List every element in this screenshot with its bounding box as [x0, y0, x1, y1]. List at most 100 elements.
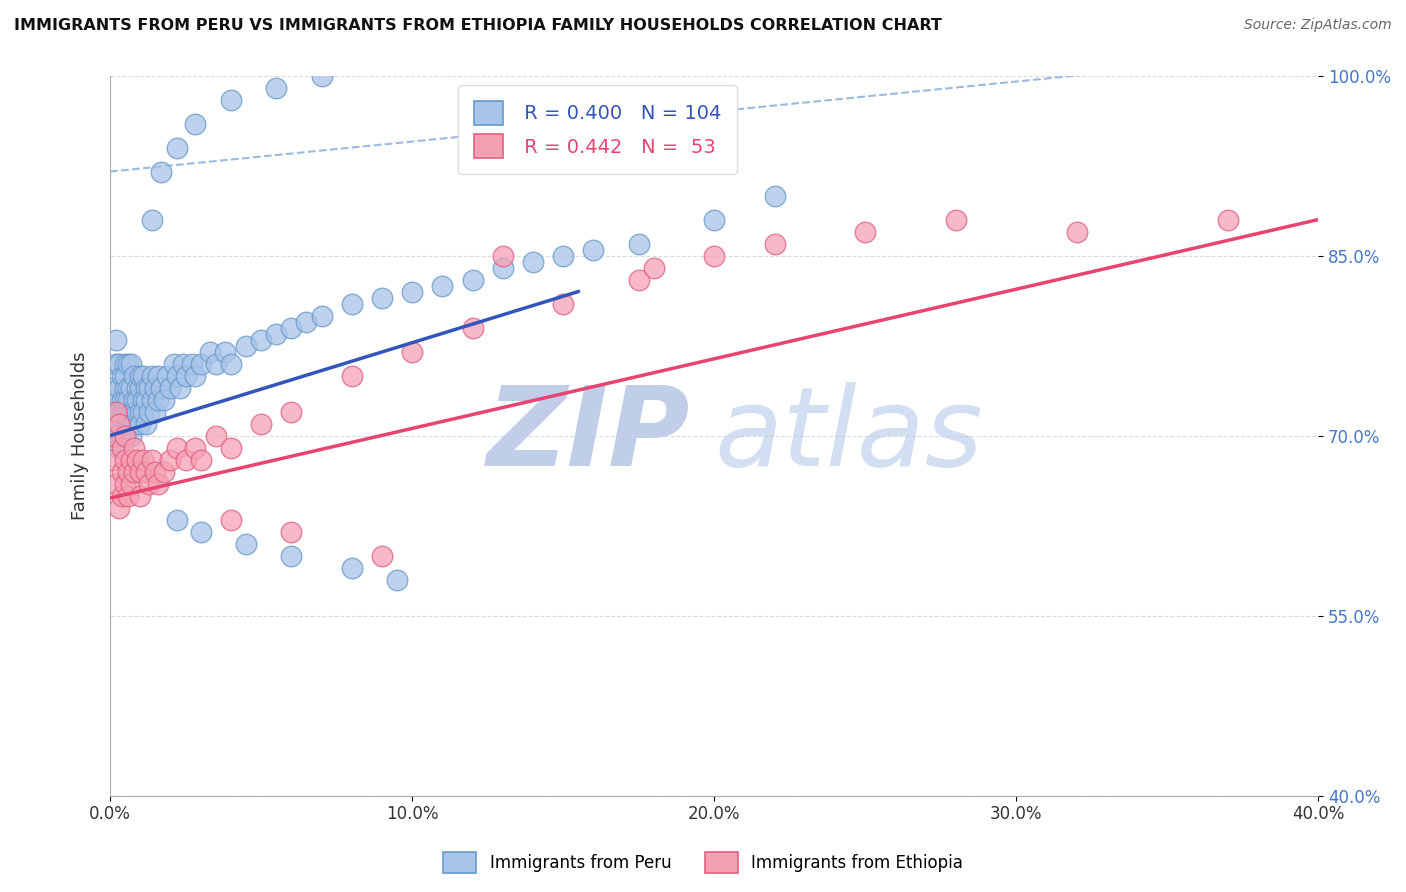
Point	[105, 357, 128, 371]
Point	[108, 417, 131, 431]
Point	[295, 315, 318, 329]
Point	[122, 368, 145, 383]
Point	[180, 357, 202, 371]
Point	[945, 212, 967, 227]
Point	[250, 333, 273, 347]
Point	[111, 489, 134, 503]
Point	[127, 452, 149, 467]
Point	[135, 465, 157, 479]
Point	[132, 452, 155, 467]
Point	[114, 392, 136, 407]
Point	[190, 452, 212, 467]
Point	[204, 428, 226, 442]
Point	[122, 417, 145, 431]
Point	[150, 381, 173, 395]
Point	[219, 441, 242, 455]
Point	[105, 417, 128, 431]
Point	[174, 368, 197, 383]
Point	[141, 368, 163, 383]
Point	[174, 452, 197, 467]
Point	[853, 225, 876, 239]
Point	[105, 476, 128, 491]
Point	[156, 368, 179, 383]
Point	[141, 452, 163, 467]
Point	[166, 140, 188, 154]
Point	[111, 428, 134, 442]
Point	[132, 368, 155, 383]
Point	[763, 236, 786, 251]
Point	[148, 476, 170, 491]
Point	[264, 80, 287, 95]
Point	[461, 320, 484, 334]
Point	[117, 357, 139, 371]
Point	[145, 404, 167, 418]
Point	[627, 236, 650, 251]
Point	[371, 549, 394, 563]
Point	[108, 404, 131, 418]
Point	[340, 296, 363, 310]
Point	[101, 452, 124, 467]
Point	[219, 513, 242, 527]
Point	[159, 381, 181, 395]
Point	[129, 368, 152, 383]
Point	[492, 249, 515, 263]
Point	[148, 392, 170, 407]
Point	[135, 417, 157, 431]
Point	[582, 243, 605, 257]
Point	[159, 452, 181, 467]
Point	[553, 249, 575, 263]
Text: Source: ZipAtlas.com: Source: ZipAtlas.com	[1244, 18, 1392, 32]
Point	[114, 428, 136, 442]
Point	[117, 392, 139, 407]
Point	[340, 560, 363, 574]
Point	[461, 272, 484, 286]
Text: ZIP: ZIP	[486, 382, 690, 489]
Point	[145, 381, 167, 395]
Point	[183, 368, 205, 383]
Point	[122, 404, 145, 418]
Point	[117, 381, 139, 395]
Point	[120, 404, 142, 418]
Point	[311, 69, 333, 83]
Y-axis label: Family Households: Family Households	[72, 351, 89, 520]
Point	[120, 357, 142, 371]
Point	[114, 381, 136, 395]
Point	[117, 489, 139, 503]
Point	[108, 428, 131, 442]
Point	[114, 357, 136, 371]
Point	[219, 93, 242, 107]
Point	[138, 476, 160, 491]
Point	[150, 164, 173, 178]
Point	[122, 392, 145, 407]
Point	[148, 368, 170, 383]
Point	[214, 344, 236, 359]
Point	[120, 381, 142, 395]
Point	[108, 357, 131, 371]
Point	[280, 524, 302, 539]
Point	[114, 476, 136, 491]
Point	[145, 465, 167, 479]
Point	[204, 357, 226, 371]
Point	[122, 465, 145, 479]
Point	[111, 404, 134, 418]
Point	[114, 404, 136, 418]
Point	[1066, 225, 1088, 239]
Point	[111, 465, 134, 479]
Point	[105, 392, 128, 407]
Point	[129, 404, 152, 418]
Point	[264, 326, 287, 341]
Point	[120, 417, 142, 431]
Point	[117, 404, 139, 418]
Point	[371, 291, 394, 305]
Point	[235, 338, 257, 352]
Point	[108, 441, 131, 455]
Point	[111, 392, 134, 407]
Point	[219, 357, 242, 371]
Point	[311, 309, 333, 323]
Point	[385, 573, 408, 587]
Point	[1216, 212, 1239, 227]
Point	[190, 524, 212, 539]
Point	[141, 212, 163, 227]
Point	[703, 249, 725, 263]
Point	[401, 285, 423, 299]
